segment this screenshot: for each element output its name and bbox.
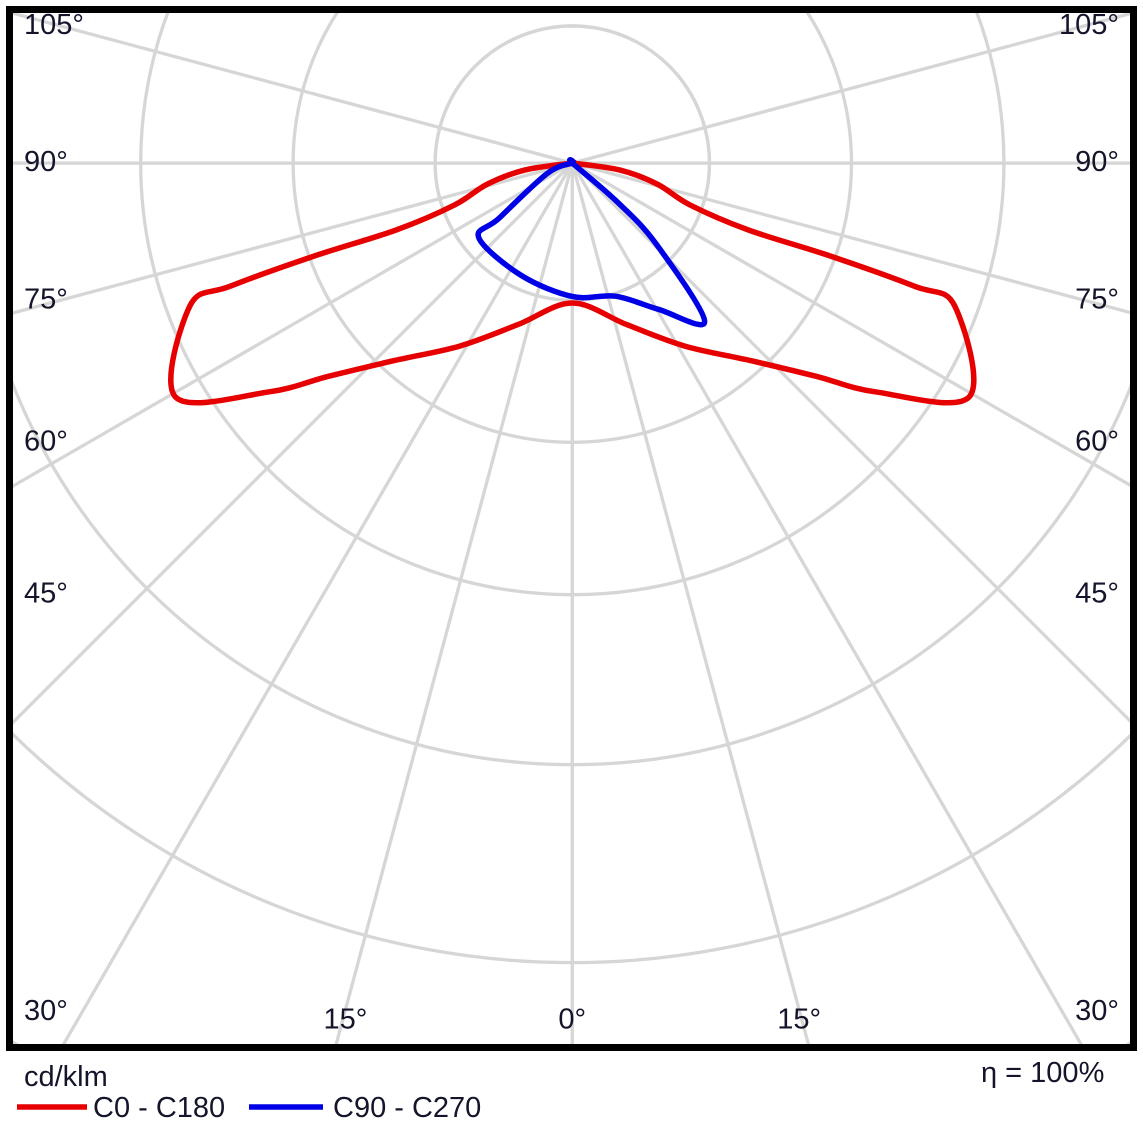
svg-text:15°: 15° (323, 1004, 367, 1036)
svg-text:90°: 90° (1075, 146, 1119, 178)
svg-text:15°: 15° (777, 1004, 821, 1036)
svg-text:cd/klm: cd/klm (24, 1061, 108, 1093)
svg-text:45°: 45° (1075, 578, 1119, 610)
svg-text:60°: 60° (24, 425, 68, 457)
svg-text:90°: 90° (24, 146, 68, 178)
svg-text:C0 - C180: C0 - C180 (93, 1092, 225, 1124)
svg-text:30°: 30° (1075, 995, 1119, 1027)
svg-text:45°: 45° (24, 578, 68, 610)
svg-text:105°: 105° (1059, 9, 1119, 41)
svg-text:0°: 0° (558, 1004, 586, 1036)
svg-text:75°: 75° (24, 283, 68, 315)
svg-text:75°: 75° (1075, 283, 1119, 315)
svg-text:η = 100%: η = 100% (981, 1057, 1104, 1089)
svg-text:C90 - C270: C90 - C270 (333, 1092, 481, 1124)
svg-text:60°: 60° (1075, 425, 1119, 457)
svg-text:30°: 30° (24, 995, 68, 1027)
svg-text:105°: 105° (24, 9, 84, 41)
